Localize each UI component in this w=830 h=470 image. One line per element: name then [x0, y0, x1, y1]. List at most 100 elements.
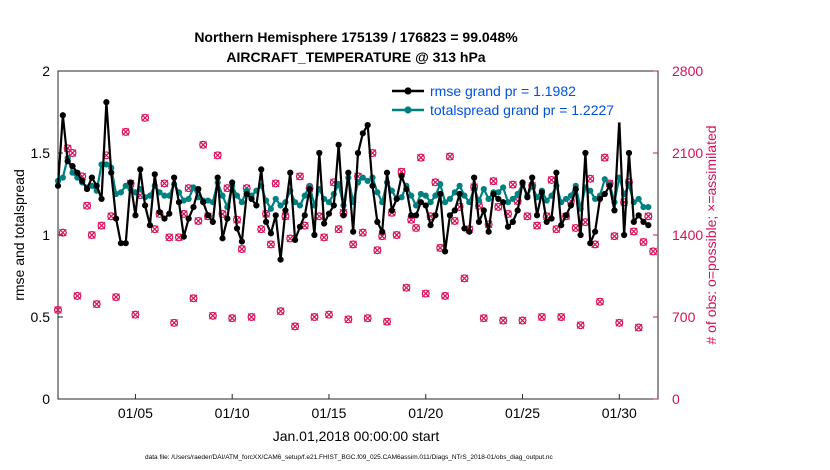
rmse-point [161, 215, 168, 222]
obs-possible-point [199, 140, 208, 149]
rmse-point [335, 141, 342, 148]
x-tick-label: 01/10 [215, 405, 250, 421]
obs-assimilated-point [141, 114, 149, 122]
obs-possible-point [634, 323, 643, 332]
obs-assimilated-point [479, 314, 488, 322]
obs-assimilated-point [238, 245, 246, 253]
rmse-point [345, 169, 352, 176]
rmse-point [253, 202, 260, 209]
obs-assimilated-point [523, 212, 532, 221]
y-tick-label: 2 [42, 63, 50, 79]
obs-possible-point [392, 231, 401, 240]
obs-possible-point [421, 289, 430, 298]
rmse-point [558, 222, 565, 229]
rmse-point [243, 190, 250, 198]
totalspread-point [301, 192, 308, 199]
rmse-point [54, 182, 62, 189]
totalspread-point [325, 199, 333, 206]
totalspread-point [495, 189, 502, 196]
obs-possible-point [150, 225, 159, 234]
rmse-point [364, 122, 371, 129]
rmse-point [229, 179, 236, 186]
rmse-point [398, 172, 405, 180]
rmse-point [175, 199, 183, 206]
obs-assimilated-point [247, 313, 256, 321]
obs-possible-point [131, 310, 140, 319]
obs-possible-point [112, 293, 121, 302]
obs-assimilated-point [315, 212, 324, 221]
rmse-point [209, 218, 216, 225]
obs-assimilated-point [615, 319, 624, 327]
rmse-point [200, 199, 207, 206]
obs-assimilated-point [571, 224, 580, 232]
chart-title: Northern Hemisphere 175139 / 176823 = 99… [194, 29, 518, 45]
rmse-point [204, 212, 212, 219]
rmse-point [132, 212, 139, 219]
rmse-point [543, 218, 550, 225]
obs-assimilated-point [121, 128, 130, 136]
x-tick-label: 01/25 [505, 405, 540, 421]
rmse-point [504, 223, 512, 230]
obs-possible-point [494, 202, 503, 211]
totalspread-point [422, 192, 429, 199]
totalspread-point [543, 197, 550, 204]
totalspread-point [451, 189, 458, 196]
y-right-tick-label: 0 [672, 391, 680, 407]
totalspread-point [456, 182, 463, 189]
rmse-point [330, 202, 337, 209]
rmse-point [195, 185, 202, 193]
obs-possible-point [160, 179, 169, 188]
obs-assimilated-point [112, 293, 120, 301]
rmse-point [103, 99, 110, 106]
rmse-point [272, 212, 279, 219]
obs-assimilated-point [392, 231, 401, 239]
obs-possible-point [189, 294, 198, 303]
obs-possible-point [416, 153, 425, 162]
rmse-point [383, 169, 391, 176]
obs-assimilated-point [73, 292, 82, 300]
rmse-point [548, 215, 555, 222]
totalspread-point [185, 195, 192, 203]
totalspread-point [504, 199, 512, 206]
obs-possible-point [257, 225, 266, 234]
obs-assimilated-point [310, 313, 319, 321]
rmse-point [122, 240, 129, 247]
rmse-point [500, 199, 507, 206]
obs-possible-point [237, 245, 246, 254]
obs-possible-point [595, 297, 604, 306]
rmse-point [180, 233, 187, 240]
right-axis: 0 700 1400 2100 2800 [653, 63, 703, 407]
rmse-point [441, 248, 449, 255]
obs-possible-point [450, 216, 459, 225]
obs-assimilated-point [131, 310, 140, 319]
chart-subtitle: AIRCRAFT_TEMPERATURE @ 313 hPa [226, 49, 485, 65]
totalspread-point [591, 195, 599, 203]
totalspread-point [427, 199, 434, 206]
rmse-point [141, 202, 149, 209]
obs-assimilated-point [334, 225, 343, 233]
rmse-point [151, 171, 158, 178]
obs-assimilated-point [68, 149, 77, 157]
obs-assimilated-point [97, 221, 106, 230]
obs-possible-point [53, 305, 62, 314]
rmse-point [591, 228, 599, 235]
rmse-point [625, 149, 633, 157]
obs-assimilated-point [228, 314, 237, 322]
obs-possible-point [291, 322, 300, 331]
rmse-point [64, 158, 71, 165]
obs-possible-point [557, 313, 566, 322]
rmse-point [524, 194, 531, 201]
obs-possible-point [121, 127, 130, 136]
y-axis-right-label: # of obs: o=possible; ×=assimilated [703, 125, 719, 344]
rmse-series [54, 99, 652, 263]
obs-assimilated-point [412, 224, 420, 232]
obs-assimilated-point [291, 322, 299, 331]
rmse-point [185, 215, 192, 222]
totalspread-point [272, 195, 279, 203]
totalspread-point [233, 192, 241, 199]
y-tick-label: 0 [42, 391, 50, 407]
rmse-point [287, 169, 294, 176]
obs-possible-point [68, 149, 77, 158]
rmse-point [422, 202, 429, 209]
rmse-point [514, 207, 521, 214]
